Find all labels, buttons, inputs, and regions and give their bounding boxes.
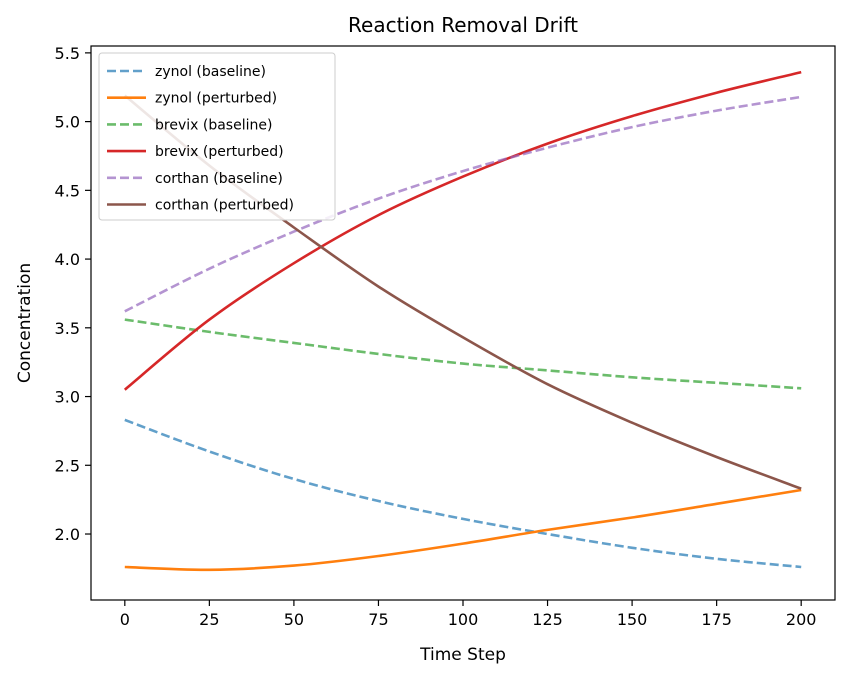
x-axis-label: Time Step — [419, 645, 506, 665]
x-tick-label-2: 50 — [284, 610, 304, 629]
legend-label-1: zynol (perturbed) — [155, 91, 277, 107]
y-tick-label-4: 4.0 — [55, 250, 80, 269]
legend-label-5: corthan (perturbed) — [155, 198, 294, 214]
series-line-4 — [124, 95, 802, 313]
y-tick-label-1: 2.5 — [55, 456, 80, 475]
series-line-2 — [124, 318, 802, 390]
legend-label-3: brevix (perturbed) — [155, 144, 284, 160]
x-tick-label-7: 175 — [701, 610, 732, 629]
series-line-3 — [123, 70, 802, 391]
plot-lines — [123, 70, 802, 572]
x-tick-label-1: 25 — [199, 610, 219, 629]
y-tick-label-6: 5.0 — [55, 113, 80, 132]
series-line-0 — [124, 418, 802, 569]
chart-title: Reaction Removal Drift — [348, 13, 578, 37]
legend-label-2: brevix (baseline) — [155, 117, 272, 133]
x-tick-label-0: 0 — [120, 610, 130, 629]
legend-label-0: zynol (baseline) — [155, 64, 266, 80]
x-tick-label-8: 200 — [786, 610, 817, 629]
x-axis-ticks: 0 25 50 75 100 125 150 175 200 — [120, 600, 817, 629]
legend-box — [98, 52, 336, 221]
x-tick-label-4: 100 — [448, 610, 479, 629]
y-axis-ticks: 2.0 2.5 3.0 3.5 4.0 4.5 5.0 5.5 — [55, 44, 91, 544]
x-tick-label-3: 75 — [368, 610, 388, 629]
x-tick-label-5: 125 — [532, 610, 563, 629]
legend: zynol (baseline) zynol (perturbed) brevix … — [98, 52, 336, 221]
y-axis-label: Concentration — [15, 263, 35, 383]
y-tick-label-3: 3.5 — [55, 319, 80, 338]
series-line-1 — [124, 488, 802, 572]
y-tick-label-2: 3.0 — [55, 388, 80, 407]
y-tick-label-5: 4.5 — [55, 181, 80, 200]
legend-label-4: corthan (baseline) — [155, 171, 283, 187]
x-tick-label-6: 150 — [617, 610, 648, 629]
y-tick-label-7: 5.5 — [55, 44, 80, 63]
y-tick-label-0: 2.0 — [55, 525, 80, 544]
